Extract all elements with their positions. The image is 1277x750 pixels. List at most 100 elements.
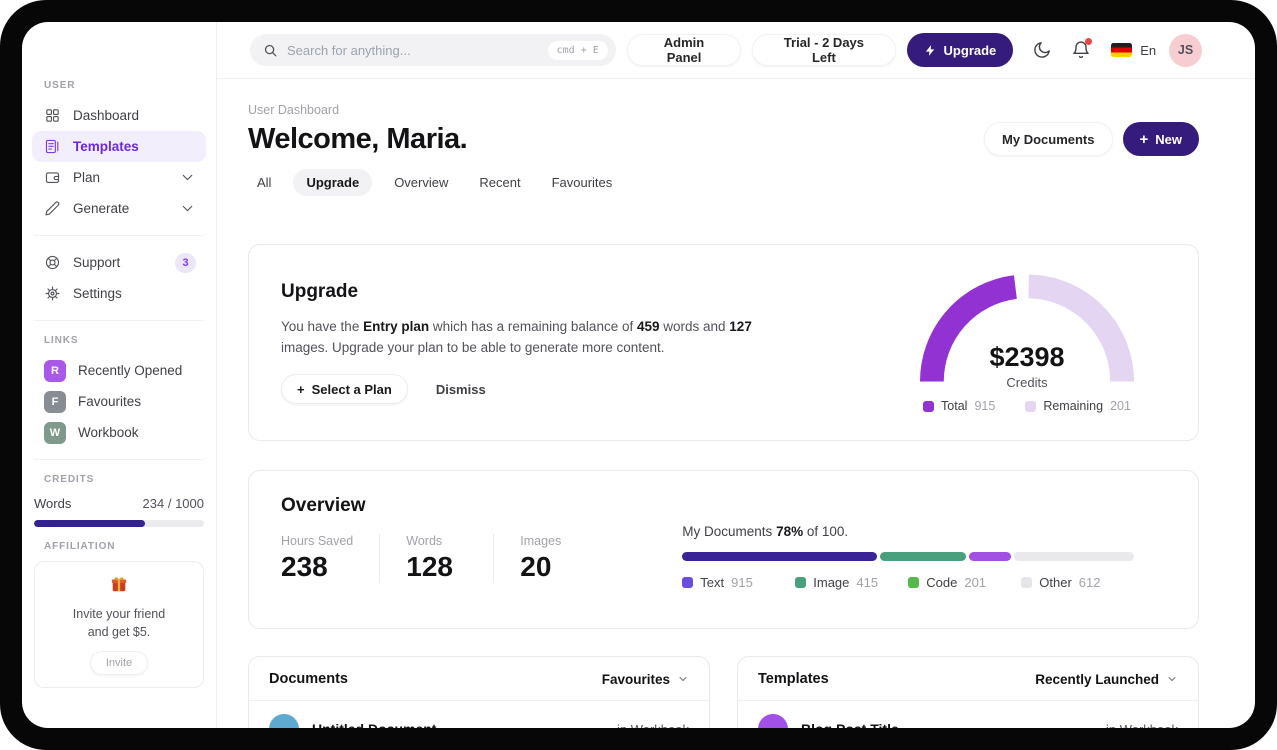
document-name: Untitled Document	[312, 721, 604, 728]
search-input[interactable]	[287, 42, 539, 58]
sidebar-item-label: Settings	[73, 286, 122, 301]
legend-swatch	[923, 400, 935, 412]
sidebar-section-user: USER	[44, 80, 76, 91]
sidebar-item-dashboard[interactable]: Dashboard	[32, 100, 206, 131]
sidebar-section-links: LINKS	[44, 335, 79, 346]
user-avatar[interactable]: JS	[1169, 33, 1202, 67]
upgrade-card-actions: + Select a Plan Dismiss	[281, 374, 789, 405]
chevron-down-icon	[679, 677, 687, 681]
legend-swatch	[1021, 576, 1033, 588]
body-text: words and	[659, 318, 730, 334]
bell-icon	[1073, 41, 1090, 59]
upgrade-button[interactable]: Upgrade	[906, 33, 1014, 67]
legend-value: 201	[1110, 399, 1131, 413]
sidebar-divider	[34, 459, 204, 460]
body-text: which has a remaining balance of	[429, 318, 637, 334]
tab-all[interactable]: All	[257, 175, 272, 190]
sidebar-item-support[interactable]: Support 3	[32, 247, 206, 278]
legend-value: 612	[1078, 574, 1101, 590]
legend-label: Text	[700, 574, 725, 590]
overview-stats: Hours Saved 238 Words 128 Images 20	[281, 534, 634, 583]
link-initial-badge: W	[44, 421, 66, 444]
sidebar-link-workbook[interactable]: W Workbook	[32, 417, 206, 448]
legend-swatch	[1025, 400, 1037, 412]
legend-item-total: Total 915	[923, 399, 995, 413]
breadcrumb: User Dashboard	[248, 103, 340, 117]
document-avatar	[269, 714, 299, 728]
overview-card: Overview Hours Saved 238 Words 128	[248, 470, 1199, 629]
document-location: in Workbook	[617, 722, 689, 729]
gauge-center: $2398 Credits	[918, 342, 1136, 390]
sidebar-item-settings[interactable]: Settings	[32, 278, 206, 309]
filter-tabs: All Upgrade Overview Recent Favourites	[248, 169, 1199, 196]
sidebar-item-templates[interactable]: Templates	[32, 131, 206, 162]
search-bar[interactable]: cmd + E	[250, 34, 616, 66]
tab-overview[interactable]: Overview	[394, 175, 449, 190]
affiliation-line1: Invite your friend	[72, 607, 166, 621]
invite-button[interactable]: Invite	[89, 651, 149, 676]
sidebar-section-credits: CREDITS	[44, 474, 95, 485]
support-badge: 3	[175, 252, 196, 273]
my-documents-button[interactable]: My Documents	[984, 122, 1113, 156]
dismiss-button[interactable]: Dismiss	[435, 381, 486, 397]
sidebar-link-recently-opened[interactable]: R Recently Opened	[32, 355, 206, 386]
progress-prefix: My Documents	[682, 523, 773, 539]
body-bold: 459	[636, 318, 660, 334]
stat-label: Images	[520, 534, 562, 548]
tab-upgrade[interactable]: Upgrade	[293, 169, 373, 196]
pencil-icon	[45, 201, 60, 216]
legend-swatch	[682, 576, 694, 588]
stat-images: Images 20	[520, 534, 608, 583]
dark-mode-toggle[interactable]	[1032, 40, 1052, 60]
trial-badge-button[interactable]: Trial - 2 Days Left	[752, 34, 896, 66]
document-list-item[interactable]: Untitled Document in Workbook	[249, 701, 709, 728]
stat-hours-saved: Hours Saved 238	[281, 534, 381, 583]
templates-filter-dropdown[interactable]: Recently Launched	[1035, 672, 1178, 687]
upgrade-button-label: Upgrade	[943, 42, 997, 58]
body-bold: 127	[729, 318, 752, 334]
stat-words: Words 128	[406, 534, 495, 583]
title-actions: My Documents + New	[984, 122, 1199, 156]
legend-swatch	[908, 576, 920, 588]
germany-flag-icon[interactable]	[1111, 43, 1133, 57]
tab-favourites[interactable]: Favourites	[551, 175, 613, 190]
gauge-legend: Total 915 Remaining 201	[918, 399, 1136, 413]
sidebar-divider	[34, 235, 204, 236]
stacked-progress-bar	[682, 551, 1135, 561]
link-initial-badge: F	[44, 390, 66, 413]
documents-card-title: Documents	[269, 671, 348, 687]
legend-item-text: Text 915	[682, 575, 795, 590]
templates-card: Templates Recently Launched Blog Post Ti…	[737, 656, 1199, 728]
templates-card-header: Templates Recently Launched	[738, 657, 1198, 701]
sidebar-link-label: Favourites	[78, 394, 142, 409]
select-plan-button[interactable]: + Select a Plan	[281, 374, 408, 405]
documents-filter-dropdown[interactable]: Favourites	[602, 672, 689, 687]
plus-icon: +	[297, 381, 305, 397]
legend-item-other: Other 612	[1021, 575, 1134, 590]
new-button[interactable]: + New	[1122, 122, 1199, 156]
moon-icon	[1034, 42, 1051, 58]
bar-segment-image	[879, 551, 966, 561]
lifebuoy-icon	[45, 255, 60, 270]
progress-legend: Text 915 Image 415 Code 20	[682, 575, 1134, 590]
language-label[interactable]: En	[1140, 42, 1157, 58]
documents-filter-label: Favourites	[601, 671, 670, 687]
notifications-button[interactable]	[1071, 38, 1093, 60]
tab-recent[interactable]: Recent	[479, 175, 521, 190]
body-bold: Entry plan	[363, 318, 430, 334]
search-icon	[264, 44, 277, 56]
sidebar-item-generate[interactable]: Generate	[32, 193, 206, 224]
template-list-item[interactable]: Blog Post Title in Workbook	[738, 701, 1198, 728]
upgrade-card: Upgrade You have the Entry plan which ha…	[248, 244, 1199, 441]
sidebar-link-favourites[interactable]: F Favourites	[32, 386, 206, 417]
progress-text: My Documents 78% of 100.	[682, 524, 1134, 539]
legend-value: 915	[974, 399, 996, 413]
legend-item-remaining: Remaining 201	[1025, 399, 1131, 413]
admin-panel-button[interactable]: Admin Panel	[626, 34, 742, 66]
legend-label: Image	[813, 574, 850, 590]
sidebar-item-plan[interactable]: Plan	[32, 162, 206, 193]
sidebar-section-affiliation: AFFILIATION	[44, 541, 116, 552]
body-text: images. Upgrade your plan to be able to …	[281, 340, 665, 355]
chevron-down-icon	[182, 174, 193, 181]
